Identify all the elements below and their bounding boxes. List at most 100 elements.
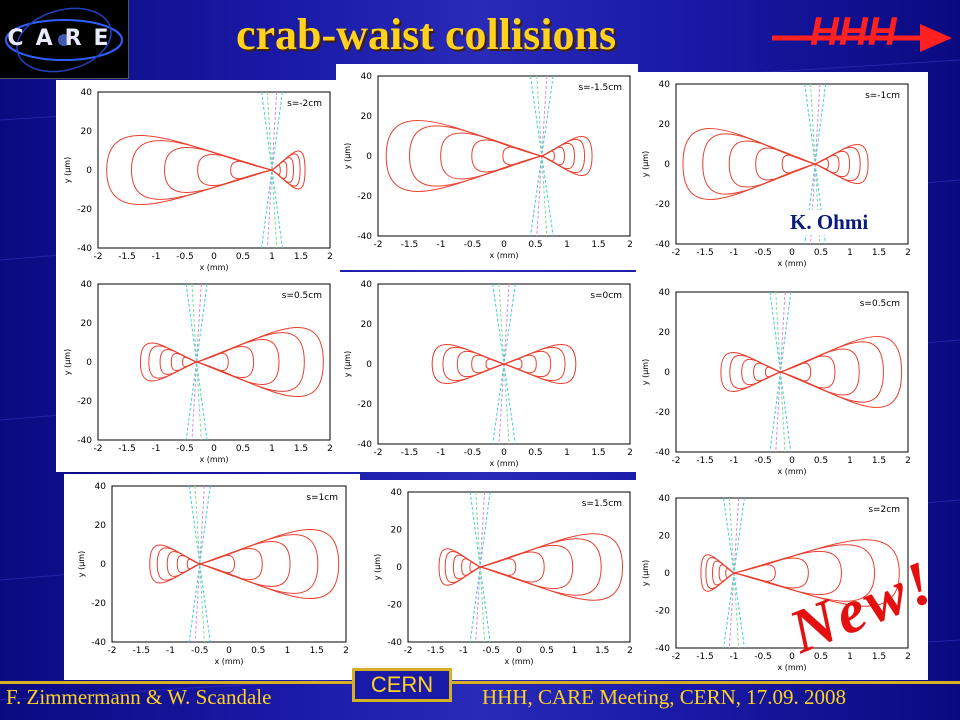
y-tick-label: -40 <box>357 440 372 450</box>
x-tick-label: 0 <box>211 444 217 454</box>
y-tick-label: -20 <box>655 200 670 210</box>
y-axis-label: y (μm) <box>641 560 650 586</box>
y-tick-label: 0 <box>86 358 92 368</box>
crossing-line <box>266 91 278 249</box>
x-tick-label: -1 <box>437 448 446 458</box>
contour-line <box>700 539 900 607</box>
x-tick-label: -2 <box>108 646 117 656</box>
y-tick-label: 20 <box>95 521 107 531</box>
y-tick-label: -20 <box>357 400 372 410</box>
contour-line <box>149 528 340 600</box>
x-tick-label: -0.5 <box>754 248 772 258</box>
x-axis-label: x (mm) <box>214 657 243 666</box>
y-tick-label: -20 <box>91 599 106 609</box>
x-axis-label: x (mm) <box>504 657 533 666</box>
x-tick-label: -2 <box>374 448 383 458</box>
y-tick-label: -40 <box>655 644 670 654</box>
contour-line <box>720 336 903 408</box>
x-tick-label: -2 <box>94 444 103 454</box>
contour-plot: -2 -1.5 -1 -0.5 0 0.5 1 1.5 2 40 20 0 -20 -40 x (mm) y … <box>641 494 911 672</box>
x-tick-label: -2 <box>404 646 413 656</box>
y-tick-label: 0 <box>396 563 402 573</box>
x-tick-label: 0 <box>789 652 795 662</box>
x-tick-label: 2 <box>627 448 633 458</box>
y-tick-label: 40 <box>659 288 671 298</box>
y-tick-label: -40 <box>91 638 106 648</box>
x-tick-label: 1.5 <box>310 646 324 656</box>
x-tick-label: 0 <box>789 456 795 466</box>
y-tick-label: 40 <box>659 80 671 90</box>
x-tick-label: 0 <box>501 448 507 458</box>
x-tick-label: 1 <box>847 652 853 662</box>
crossing-line <box>185 283 208 441</box>
footer-divider <box>0 681 960 684</box>
y-tick-label: -20 <box>357 192 372 202</box>
x-axis-label: x (mm) <box>199 263 228 272</box>
x-tick-label: 2 <box>343 646 349 656</box>
contour-plot: -2 -1.5 -1 -0.5 0 0.5 1 1.5 2 40 20 0 -20 -40 x (mm) y … <box>641 80 911 268</box>
y-axis-label: y (μm) <box>63 349 72 375</box>
y-axis-label: y (μm) <box>641 151 650 177</box>
x-tick-label: -1.5 <box>118 252 136 262</box>
plot-label: s=2cm <box>868 505 900 515</box>
x-tick-label: 0.5 <box>528 240 542 250</box>
y-tick-label: 20 <box>659 120 671 130</box>
x-tick-label: 1.5 <box>872 248 886 258</box>
contour-plot: -2 -1.5 -1 -0.5 0 0.5 1 1.5 2 40 20 0 -20 -40 x (mm) y … <box>343 280 633 468</box>
plot-label: s=0.5cm <box>860 299 900 309</box>
x-tick-label: -0.5 <box>191 646 209 656</box>
y-tick-label: -40 <box>387 638 402 648</box>
x-tick-label: -0.5 <box>176 444 194 454</box>
x-tick-label: -2 <box>672 456 681 466</box>
y-tick-label: -20 <box>77 205 92 215</box>
y-tick-label: 40 <box>81 88 93 98</box>
y-tick-label: 0 <box>366 360 372 370</box>
y-axis-label: y (μm) <box>373 554 382 580</box>
x-tick-label: 1 <box>269 252 275 262</box>
x-tick-label: -1 <box>437 240 446 250</box>
plot-frame <box>111 485 347 643</box>
x-tick-label: 1 <box>564 448 570 458</box>
x-tick-label: 1.5 <box>591 240 605 250</box>
y-axis-label: y (μm) <box>63 157 72 183</box>
crossing-line <box>261 91 283 249</box>
plot-frame <box>97 91 331 249</box>
y-tick-label: -40 <box>357 232 372 242</box>
x-axis-label: x (mm) <box>777 467 806 476</box>
y-tick-label: 40 <box>361 280 373 290</box>
crossing-line <box>194 485 205 643</box>
y-tick-label: 0 <box>86 166 92 176</box>
y-tick-label: 40 <box>391 488 403 498</box>
crossing-line <box>188 485 211 643</box>
footer-authors: F. Zimmermann & W. Scandale <box>6 685 272 709</box>
x-tick-label: 1 <box>269 444 275 454</box>
contour-line <box>139 327 324 397</box>
x-tick-label: -1.5 <box>696 456 714 466</box>
x-tick-label: 1 <box>847 456 853 466</box>
x-axis-label: x (mm) <box>777 663 806 672</box>
plot-label: s=-2cm <box>287 99 322 109</box>
x-tick-label: -1 <box>166 646 175 656</box>
y-tick-label: 20 <box>659 328 671 338</box>
y-tick-label: 40 <box>659 494 671 504</box>
y-axis-label: y (μm) <box>77 551 86 577</box>
contour-line <box>682 128 869 200</box>
y-axis-label: y (μm) <box>343 143 352 169</box>
x-tick-label: -1.5 <box>118 444 136 454</box>
plot-label: s=1cm <box>306 493 338 503</box>
x-tick-label: -0.5 <box>464 448 482 458</box>
x-tick-label: 2 <box>905 652 911 662</box>
contour-line <box>431 344 577 384</box>
y-tick-label: 20 <box>659 532 671 542</box>
x-tick-label: 1.5 <box>872 456 886 466</box>
x-tick-label: 0.5 <box>814 248 828 258</box>
x-tick-label: -0.5 <box>754 456 772 466</box>
x-tick-label: -2 <box>94 252 103 262</box>
x-tick-label: 2 <box>327 444 333 454</box>
plot-label: s=-1cm <box>865 91 900 101</box>
crossing-line <box>188 485 211 643</box>
x-tick-label: 0 <box>211 252 217 262</box>
x-tick-label: -0.5 <box>176 252 194 262</box>
x-axis-label: x (mm) <box>777 259 806 268</box>
